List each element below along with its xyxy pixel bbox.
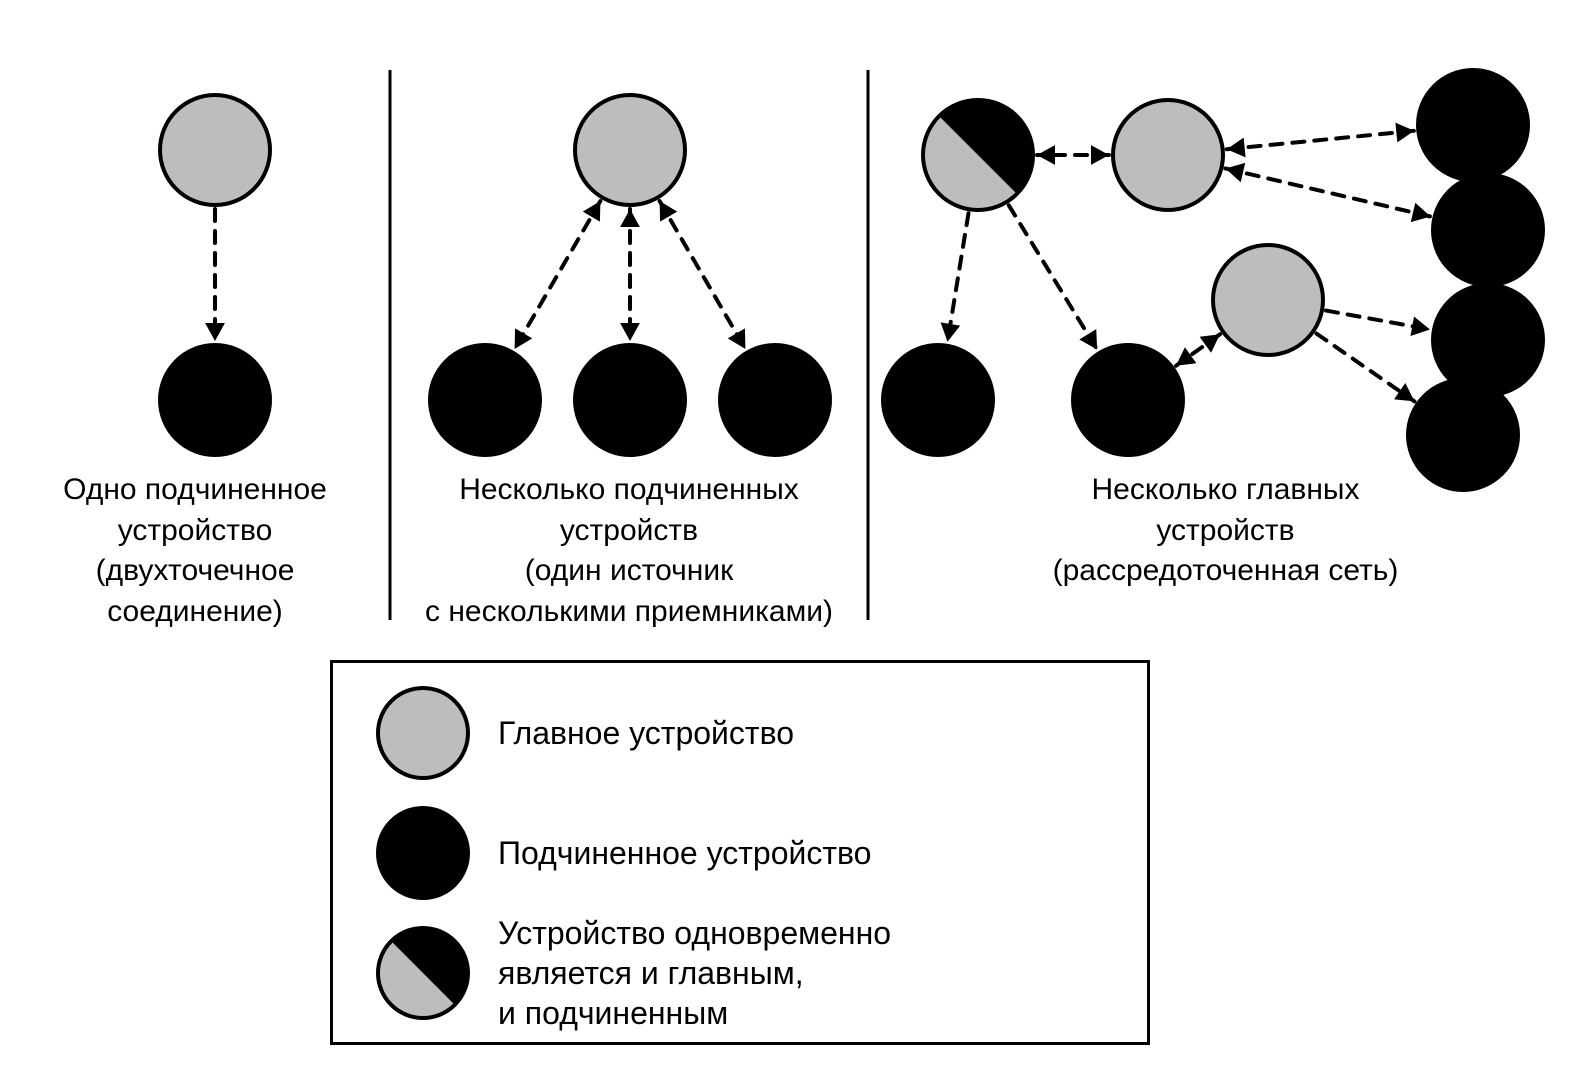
diagram-panel-p1: Одно подчиненноеустройство(двухточечноес… bbox=[0, 0, 390, 640]
legend-label: Устройство одновременноявляется и главны… bbox=[498, 913, 891, 1033]
legend-row: Главное устройство bbox=[333, 680, 1153, 786]
node-hybrid bbox=[923, 100, 1033, 210]
node-slave bbox=[1433, 285, 1543, 395]
legend: Главное устройство Подчиненное устройство… bbox=[330, 660, 1150, 1045]
diagram-panel-p2: Несколько подчиненныхустройств(один исто… bbox=[390, 0, 868, 640]
node-slave bbox=[720, 345, 830, 455]
legend-icon-master bbox=[373, 683, 473, 783]
legend-icon-hybrid bbox=[373, 923, 473, 1023]
node-master bbox=[575, 95, 685, 205]
node-slave bbox=[160, 345, 270, 455]
node-master bbox=[160, 95, 270, 205]
panel-caption: Несколько главныхустройств(рассредоточен… bbox=[868, 470, 1583, 592]
node-slave bbox=[575, 345, 685, 455]
legend-row: Устройство одновременноявляется и главны… bbox=[333, 920, 1153, 1026]
legend-icon-slave bbox=[373, 803, 473, 903]
node-slave bbox=[1073, 345, 1183, 455]
legend-row: Подчиненное устройство bbox=[333, 800, 1153, 906]
legend-label: Главное устройство bbox=[498, 713, 794, 753]
node-master bbox=[1113, 100, 1223, 210]
panel-caption: Несколько подчиненныхустройств(один исто… bbox=[390, 470, 868, 632]
node-slave bbox=[1418, 70, 1528, 180]
panel-caption: Одно подчиненноеустройство(двухточечноес… bbox=[0, 470, 390, 632]
node-slave bbox=[1433, 175, 1543, 285]
node-master bbox=[1213, 245, 1323, 355]
diagram-panel-p3: Несколько главныхустройств(рассредоточен… bbox=[868, 0, 1583, 640]
node-slave bbox=[430, 345, 540, 455]
legend-label: Подчиненное устройство bbox=[498, 833, 871, 873]
node-slave bbox=[883, 345, 993, 455]
